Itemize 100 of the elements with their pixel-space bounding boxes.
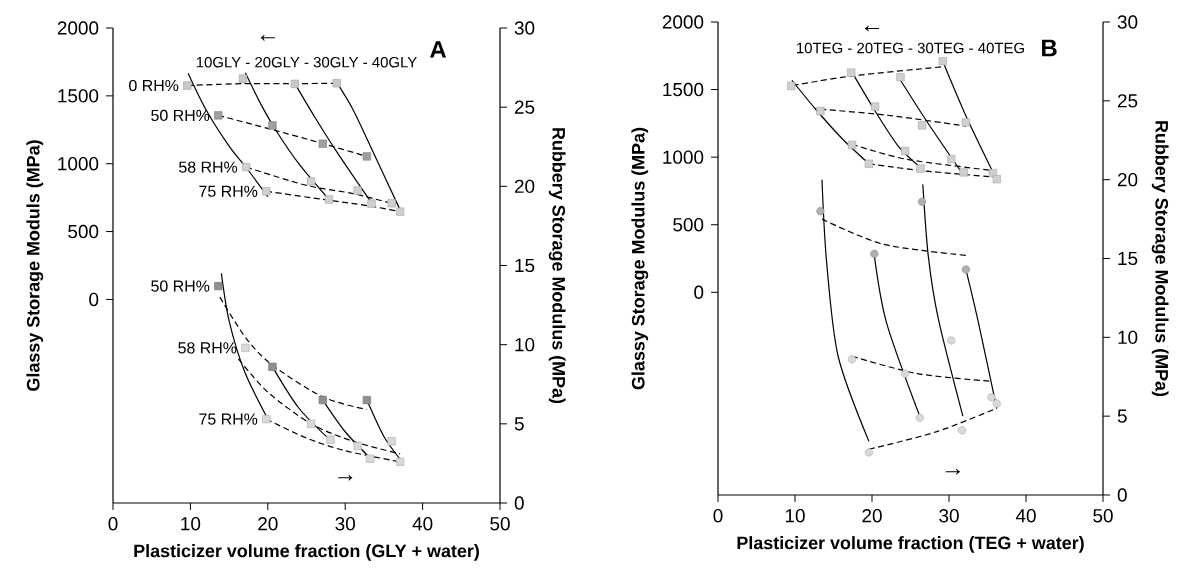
y-tick-label: 1500	[58, 89, 99, 103]
point	[901, 146, 910, 156]
y2-tick-label: 15	[1118, 251, 1138, 266]
y2-tick-label: 15	[515, 258, 535, 273]
annotation: ←	[864, 25, 880, 32]
series-label: 0 RH%	[129, 79, 179, 92]
x-tick-label: 30	[335, 517, 355, 531]
point	[992, 175, 1001, 184]
point	[961, 118, 971, 127]
point	[871, 102, 880, 111]
y2-axis-title: Rubbery Storage Modulus (MPa)	[1151, 121, 1169, 397]
point	[961, 265, 971, 274]
point	[816, 106, 825, 116]
point	[214, 282, 223, 291]
series-label: 58 RH%	[179, 161, 238, 173]
annotation: 10TEG - 20TEG - 30TEG - 40TEG	[797, 42, 1024, 54]
point	[987, 393, 996, 402]
y-tick-label: 1000	[663, 150, 704, 164]
point	[387, 437, 396, 446]
point	[938, 57, 947, 66]
point	[396, 207, 405, 216]
annotation: →	[338, 474, 353, 481]
x-axis-title: Plasticizer volume fraction (GLY + water)	[134, 544, 479, 561]
point	[864, 448, 874, 457]
x-tick-label: 0	[108, 517, 118, 531]
x-tick-label: 20	[258, 517, 278, 531]
x-tick-label: 10	[181, 517, 201, 531]
y-tick-label: 500	[673, 218, 704, 232]
point	[816, 207, 825, 216]
point	[362, 396, 371, 405]
point	[847, 140, 857, 150]
y-tick-label: 500	[68, 224, 99, 239]
point	[183, 81, 192, 90]
point	[307, 177, 316, 186]
y-tick-label: 1500	[663, 82, 704, 97]
point	[947, 155, 956, 164]
point	[262, 415, 271, 424]
point	[268, 121, 277, 130]
point	[238, 74, 248, 83]
point	[332, 79, 341, 88]
point	[958, 426, 967, 435]
point	[901, 369, 910, 378]
series-label: 58 RH%	[178, 342, 237, 354]
point	[847, 68, 856, 77]
y2-tick-label: 20	[514, 179, 535, 194]
point	[915, 413, 924, 422]
x-tick-label: 50	[490, 517, 510, 531]
point	[896, 73, 905, 82]
point	[353, 441, 362, 451]
y-tick-label: 0	[694, 285, 704, 299]
y2-tick-label: 30	[1117, 15, 1138, 29]
point	[362, 152, 371, 161]
point	[387, 199, 396, 208]
x-tick-label: 20	[862, 509, 882, 523]
y2-tick-label: 20	[1117, 172, 1138, 187]
y-tick-label: 0	[89, 292, 99, 307]
point	[241, 343, 250, 352]
point	[268, 362, 277, 371]
point	[262, 187, 271, 196]
y-tick-label: 2000	[57, 21, 99, 35]
point	[847, 355, 857, 364]
point	[318, 396, 327, 405]
x-tick-label: 30	[939, 509, 959, 523]
point	[787, 81, 796, 91]
series-label: 75 RH%	[199, 413, 258, 425]
y2-tick-label: 5	[514, 417, 524, 431]
point	[864, 159, 874, 168]
point	[307, 419, 316, 428]
y2-tick-label: 25	[514, 100, 535, 114]
annotation: B	[1042, 39, 1057, 57]
point	[959, 168, 968, 177]
series-label: 50 RH%	[151, 109, 210, 122]
point	[318, 139, 327, 148]
annotation: 10GLY - 20GLY - 30GLY - 40GLY	[196, 56, 417, 68]
annotation: ←	[260, 35, 275, 41]
y-tick-label: 2000	[662, 15, 704, 29]
x-tick-label: 40	[1015, 509, 1036, 523]
y2-tick-label: 10	[515, 337, 535, 352]
point	[947, 336, 956, 345]
y2-axis-title: Rubbery Storage Modulus (MPa)	[548, 128, 566, 404]
y2-tick-label: 5	[1117, 409, 1127, 423]
point	[242, 163, 251, 172]
series-label: 50 RH%	[151, 280, 210, 292]
annotation: A	[430, 41, 447, 58]
y2-tick-label: 25	[1117, 94, 1138, 108]
point	[290, 79, 299, 88]
point	[396, 457, 405, 466]
point	[367, 199, 376, 208]
y2-tick-label: 10	[1118, 330, 1138, 345]
point	[324, 195, 334, 204]
annotation: →	[945, 468, 960, 475]
x-tick-label: 50	[1093, 509, 1113, 523]
point	[916, 164, 925, 173]
x-tick-label: 40	[412, 517, 433, 531]
point	[353, 186, 362, 195]
y2-tick-label: 30	[514, 21, 535, 35]
series-label: 75 RH%	[199, 185, 258, 197]
point	[917, 121, 927, 130]
point	[326, 435, 335, 444]
y-tick-label: 1000	[58, 157, 99, 171]
